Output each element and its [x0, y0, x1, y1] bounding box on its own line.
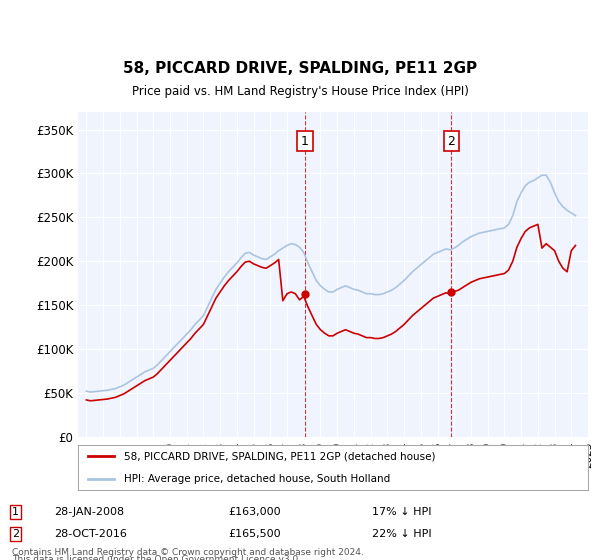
Text: 28-OCT-2016: 28-OCT-2016	[54, 529, 127, 539]
Text: 17% ↓ HPI: 17% ↓ HPI	[372, 507, 431, 517]
Text: Price paid vs. HM Land Registry's House Price Index (HPI): Price paid vs. HM Land Registry's House …	[131, 85, 469, 98]
Text: 2: 2	[448, 135, 455, 148]
Text: 2: 2	[12, 529, 19, 539]
Text: 58, PICCARD DRIVE, SPALDING, PE11 2GP (detached house): 58, PICCARD DRIVE, SPALDING, PE11 2GP (d…	[124, 451, 436, 461]
Text: 22% ↓ HPI: 22% ↓ HPI	[372, 529, 431, 539]
Text: 58, PICCARD DRIVE, SPALDING, PE11 2GP: 58, PICCARD DRIVE, SPALDING, PE11 2GP	[123, 60, 477, 76]
Text: Contains HM Land Registry data © Crown copyright and database right 2024.: Contains HM Land Registry data © Crown c…	[12, 548, 364, 557]
Text: HPI: Average price, detached house, South Holland: HPI: Average price, detached house, Sout…	[124, 474, 390, 484]
Text: 28-JAN-2008: 28-JAN-2008	[54, 507, 124, 517]
Text: £165,500: £165,500	[228, 529, 281, 539]
Text: 1: 1	[301, 135, 309, 148]
Text: £163,000: £163,000	[228, 507, 281, 517]
Text: This data is licensed under the Open Government Licence v3.0.: This data is licensed under the Open Gov…	[12, 556, 301, 560]
Text: 1: 1	[12, 507, 19, 517]
